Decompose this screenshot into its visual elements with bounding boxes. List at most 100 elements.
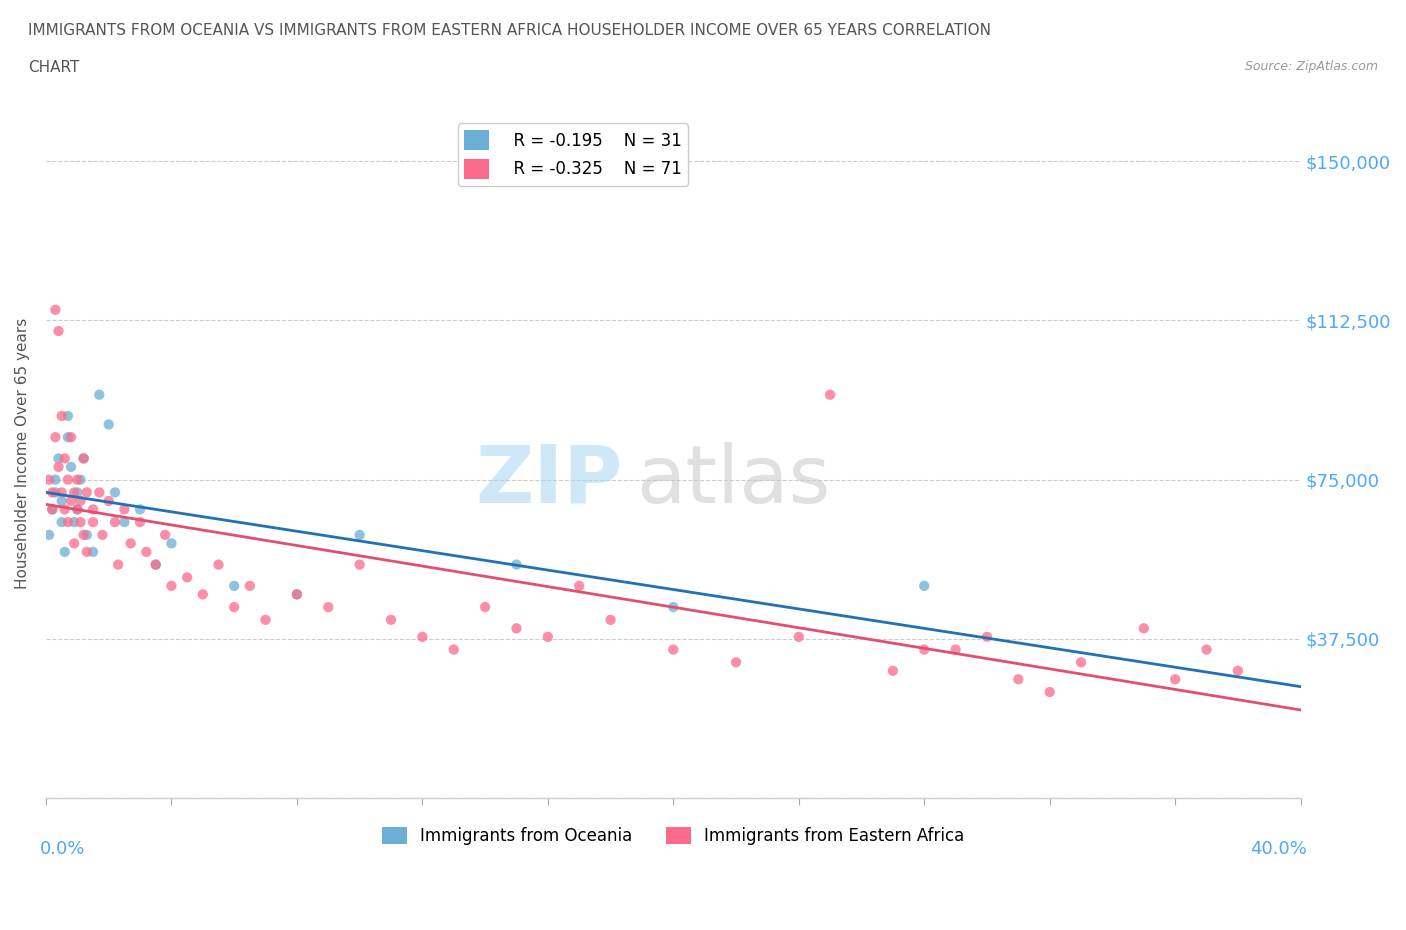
Point bbox=[120, 536, 142, 551]
Point bbox=[1007, 671, 1029, 686]
Point bbox=[51, 494, 73, 509]
Point bbox=[69, 514, 91, 529]
Point bbox=[72, 451, 94, 466]
Point bbox=[662, 600, 685, 615]
Point bbox=[129, 502, 152, 517]
Point bbox=[443, 642, 465, 657]
Y-axis label: Householder Income Over 65 years: Householder Income Over 65 years bbox=[15, 317, 30, 589]
Text: IMMIGRANTS FROM OCEANIA VS IMMIGRANTS FROM EASTERN AFRICA HOUSEHOLDER INCOME OVE: IMMIGRANTS FROM OCEANIA VS IMMIGRANTS FR… bbox=[28, 23, 991, 38]
Point bbox=[82, 502, 104, 517]
Point bbox=[91, 527, 114, 542]
Point bbox=[53, 451, 76, 466]
Point bbox=[160, 536, 183, 551]
Point bbox=[104, 485, 127, 499]
Point bbox=[411, 630, 433, 644]
Point bbox=[912, 578, 935, 593]
Point bbox=[505, 557, 527, 572]
Point bbox=[51, 514, 73, 529]
Point bbox=[818, 387, 841, 402]
Point bbox=[976, 630, 998, 644]
Point bbox=[41, 502, 63, 517]
Point bbox=[44, 472, 66, 487]
Point bbox=[56, 514, 79, 529]
Point bbox=[1195, 642, 1218, 657]
Point bbox=[599, 612, 621, 627]
Point bbox=[112, 514, 135, 529]
Point bbox=[60, 430, 83, 445]
Point bbox=[63, 536, 86, 551]
Point bbox=[349, 557, 371, 572]
Point bbox=[66, 485, 89, 499]
Point bbox=[48, 459, 70, 474]
Point bbox=[66, 502, 89, 517]
Point bbox=[145, 557, 167, 572]
Text: atlas: atlas bbox=[636, 442, 830, 520]
Point bbox=[1070, 655, 1092, 670]
Point bbox=[945, 642, 967, 657]
Point bbox=[1226, 663, 1249, 678]
Point bbox=[112, 502, 135, 517]
Point bbox=[56, 408, 79, 423]
Point bbox=[82, 544, 104, 559]
Point bbox=[56, 472, 79, 487]
Point bbox=[69, 472, 91, 487]
Text: ZIP: ZIP bbox=[475, 442, 623, 520]
Point bbox=[207, 557, 229, 572]
Text: 0.0%: 0.0% bbox=[39, 840, 86, 857]
Point bbox=[316, 600, 339, 615]
Point bbox=[53, 544, 76, 559]
Point bbox=[145, 557, 167, 572]
Legend: Immigrants from Oceania, Immigrants from Eastern Africa: Immigrants from Oceania, Immigrants from… bbox=[375, 820, 972, 852]
Point bbox=[44, 485, 66, 499]
Point bbox=[51, 485, 73, 499]
Point bbox=[349, 527, 371, 542]
Point bbox=[505, 621, 527, 636]
Point bbox=[724, 655, 747, 670]
Point bbox=[72, 527, 94, 542]
Point bbox=[48, 451, 70, 466]
Point bbox=[568, 578, 591, 593]
Point bbox=[285, 587, 308, 602]
Point bbox=[1039, 684, 1062, 699]
Text: CHART: CHART bbox=[28, 60, 80, 75]
Point bbox=[254, 612, 277, 627]
Point bbox=[72, 451, 94, 466]
Point bbox=[41, 502, 63, 517]
Point bbox=[38, 472, 60, 487]
Point bbox=[69, 494, 91, 509]
Point bbox=[89, 387, 111, 402]
Point bbox=[76, 485, 98, 499]
Point bbox=[60, 494, 83, 509]
Point bbox=[51, 408, 73, 423]
Point bbox=[89, 485, 111, 499]
Point bbox=[135, 544, 157, 559]
Point bbox=[97, 417, 120, 432]
Text: Source: ZipAtlas.com: Source: ZipAtlas.com bbox=[1244, 60, 1378, 73]
Point bbox=[60, 459, 83, 474]
Point bbox=[239, 578, 262, 593]
Point bbox=[66, 502, 89, 517]
Point bbox=[66, 472, 89, 487]
Point bbox=[63, 514, 86, 529]
Point bbox=[882, 663, 904, 678]
Point bbox=[224, 578, 246, 593]
Point bbox=[1164, 671, 1187, 686]
Point bbox=[63, 485, 86, 499]
Point bbox=[41, 485, 63, 499]
Point bbox=[1133, 621, 1156, 636]
Point bbox=[107, 557, 129, 572]
Point bbox=[104, 514, 127, 529]
Point bbox=[787, 630, 810, 644]
Point bbox=[153, 527, 176, 542]
Point bbox=[129, 514, 152, 529]
Point bbox=[76, 544, 98, 559]
Point bbox=[474, 600, 496, 615]
Point bbox=[662, 642, 685, 657]
Point bbox=[285, 587, 308, 602]
Point bbox=[224, 600, 246, 615]
Point bbox=[56, 430, 79, 445]
Point bbox=[38, 527, 60, 542]
Text: 40.0%: 40.0% bbox=[1250, 840, 1308, 857]
Point bbox=[48, 324, 70, 339]
Point bbox=[191, 587, 214, 602]
